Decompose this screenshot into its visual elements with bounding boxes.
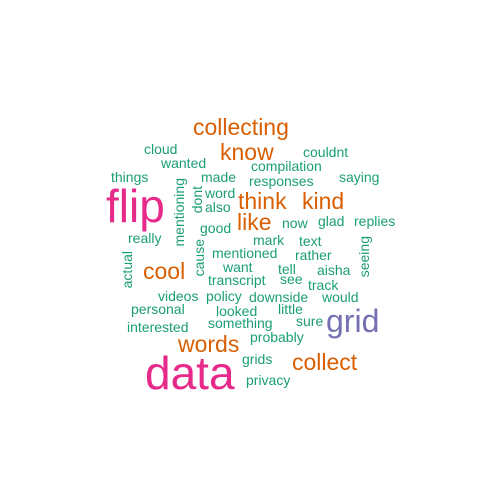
word-privacy: privacy — [246, 372, 291, 388]
word-grids: grids — [242, 351, 273, 367]
word-kind: kind — [302, 188, 345, 214]
word-think: think — [238, 188, 287, 214]
word-mentioning: mentioning — [171, 178, 187, 247]
word-interested: interested — [127, 319, 189, 335]
word-like: like — [237, 209, 272, 235]
word-text: text — [299, 233, 322, 249]
word-tell: tell — [278, 261, 296, 277]
word-cool: cool — [143, 258, 186, 284]
word-actual: actual — [119, 251, 135, 289]
word-also: also — [205, 199, 231, 215]
word-seeing: seeing — [356, 236, 372, 278]
word-know: know — [220, 139, 274, 165]
word-mark: mark — [253, 232, 285, 248]
word-see: see — [280, 271, 303, 287]
word-would: would — [322, 289, 359, 305]
word-something: something — [208, 315, 273, 331]
word-aisha: aisha — [317, 262, 351, 278]
word-dont: dont — [189, 186, 205, 214]
word-little: little — [278, 301, 303, 317]
word-videos: videos — [158, 288, 199, 304]
word-policy: policy — [206, 288, 242, 304]
word-transcript: transcript — [208, 272, 266, 288]
word-mentioned: mentioned — [212, 245, 278, 261]
word-data: data — [145, 347, 235, 399]
word-word: word — [205, 185, 236, 201]
word-flip: flip — [106, 180, 165, 232]
word-things: things — [111, 169, 149, 185]
word-replies: replies — [354, 213, 396, 229]
word-collect: collect — [292, 349, 358, 375]
word-looked: looked — [216, 303, 258, 319]
word-rather: rather — [295, 247, 332, 263]
word-couldnt: couldnt — [303, 144, 349, 160]
word-glad: glad — [318, 213, 345, 229]
word-made: made — [201, 169, 237, 185]
word-want: want — [223, 259, 253, 275]
word-now: now — [282, 215, 308, 231]
word-sure: sure — [296, 313, 324, 329]
word-probably: probably — [250, 329, 304, 345]
word-downside: downside — [249, 289, 309, 305]
word-saying: saying — [339, 169, 380, 185]
word-words: words — [178, 331, 240, 357]
word-personal: personal — [131, 301, 185, 317]
word-really: really — [128, 230, 162, 246]
word-cloud-text: cloud — [144, 141, 178, 157]
word-track: track — [308, 277, 339, 293]
word-cause: cause — [191, 239, 207, 277]
word-responses: responses — [249, 173, 314, 189]
word-wanted: wanted — [161, 155, 207, 171]
word-grid: grid — [326, 303, 380, 339]
word-compilation: compilation — [251, 158, 322, 174]
word-good: good — [200, 220, 232, 236]
word-collecting: collecting — [193, 114, 289, 140]
